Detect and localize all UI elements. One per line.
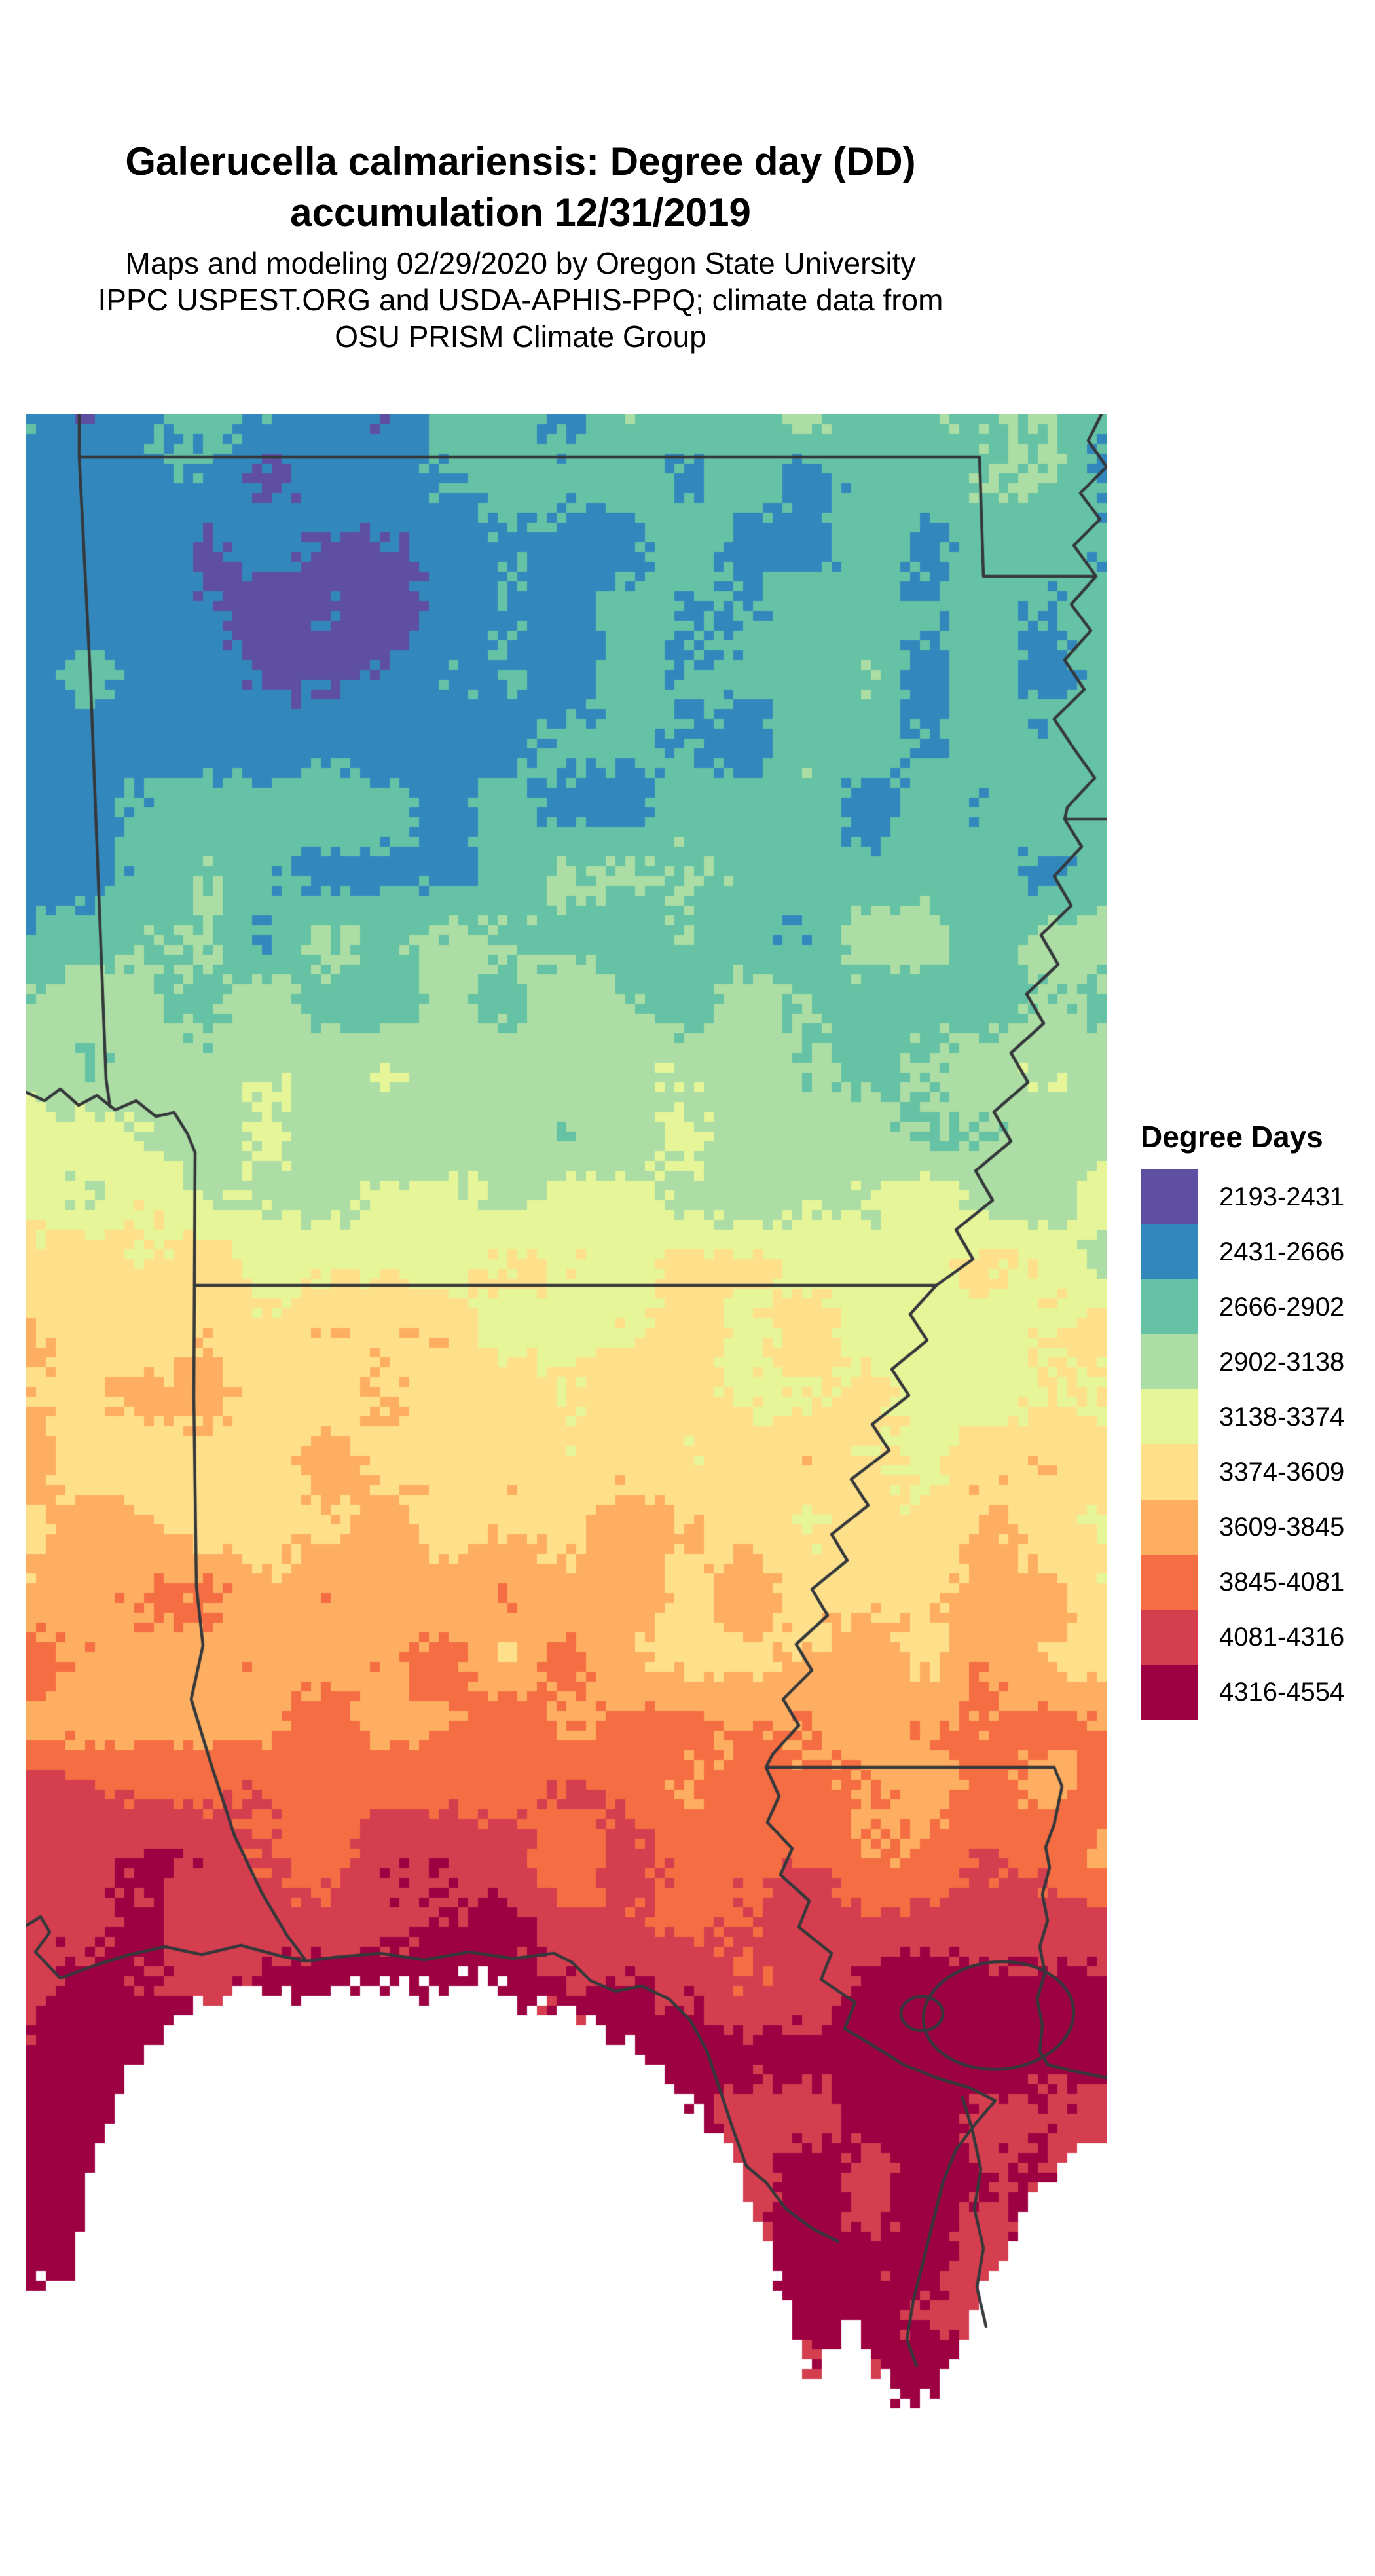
legend-swatch [1141, 1279, 1198, 1334]
page-title: Galerucella calmariensis: Degree day (DD… [0, 136, 1041, 238]
legend-swatch [1141, 1334, 1198, 1389]
legend-title: Degree Days [1141, 1120, 1323, 1154]
title-line-2: accumulation 12/31/2019 [290, 191, 751, 234]
legend-swatch [1141, 1389, 1198, 1444]
subtitle-line-1: Maps and modeling 02/29/2020 by Oregon S… [125, 246, 916, 280]
legend-swatch [1141, 1169, 1198, 1224]
map-legend: Degree Days 2193-2431 2431-2666 2666-2902 2… [1141, 1121, 1375, 1720]
legend-swatch [1141, 1665, 1198, 1720]
legend-row: 3609-3845 [1141, 1500, 1375, 1555]
subtitle-line-3: OSU PRISM Climate Group [335, 320, 706, 354]
legend-row: 3845-4081 [1141, 1555, 1375, 1610]
legend-label: 4316-4554 [1219, 1677, 1345, 1706]
legend-label: 2666-2902 [1219, 1292, 1345, 1321]
legend-row: 4316-4554 [1141, 1665, 1375, 1720]
legend-swatch [1141, 1444, 1198, 1500]
legend-rows: 2193-2431 2431-2666 2666-2902 2902-3138 3138… [1141, 1169, 1375, 1720]
legend-label: 3374-3609 [1219, 1457, 1345, 1486]
legend-label: 2431-2666 [1219, 1237, 1345, 1266]
legend-label: 2902-3138 [1219, 1347, 1345, 1376]
legend-label: 4081-4316 [1219, 1622, 1345, 1651]
subtitle-line-2: IPPC USPEST.ORG and USDA-APHIS-PPQ; clim… [98, 283, 944, 317]
legend-row: 4081-4316 [1141, 1610, 1375, 1665]
legend-label: 3609-3845 [1219, 1512, 1345, 1541]
figure-subtitle: Maps and modeling 02/29/2020 by Oregon S… [0, 245, 1041, 355]
legend-row: 3374-3609 [1141, 1444, 1375, 1500]
legend-swatch [1141, 1500, 1198, 1555]
legend-row: 2666-2902 [1141, 1279, 1375, 1334]
legend-label: 3138-3374 [1219, 1402, 1345, 1431]
figure-header: Galerucella calmariensis: Degree day (DD… [0, 136, 1041, 355]
legend-row: 2902-3138 [1141, 1334, 1375, 1389]
degree-days-raster-map [26, 414, 1107, 2444]
legend-swatch [1141, 1555, 1198, 1610]
title-line-1: Galerucella calmariensis: Degree day (DD… [125, 139, 916, 183]
legend-swatch [1141, 1610, 1198, 1665]
legend-swatch [1141, 1224, 1198, 1279]
legend-row: 2431-2666 [1141, 1224, 1375, 1279]
legend-label: 3845-4081 [1219, 1567, 1345, 1596]
legend-label: 2193-2431 [1219, 1182, 1345, 1211]
legend-row: 3138-3374 [1141, 1389, 1375, 1444]
legend-row: 2193-2431 [1141, 1169, 1375, 1224]
